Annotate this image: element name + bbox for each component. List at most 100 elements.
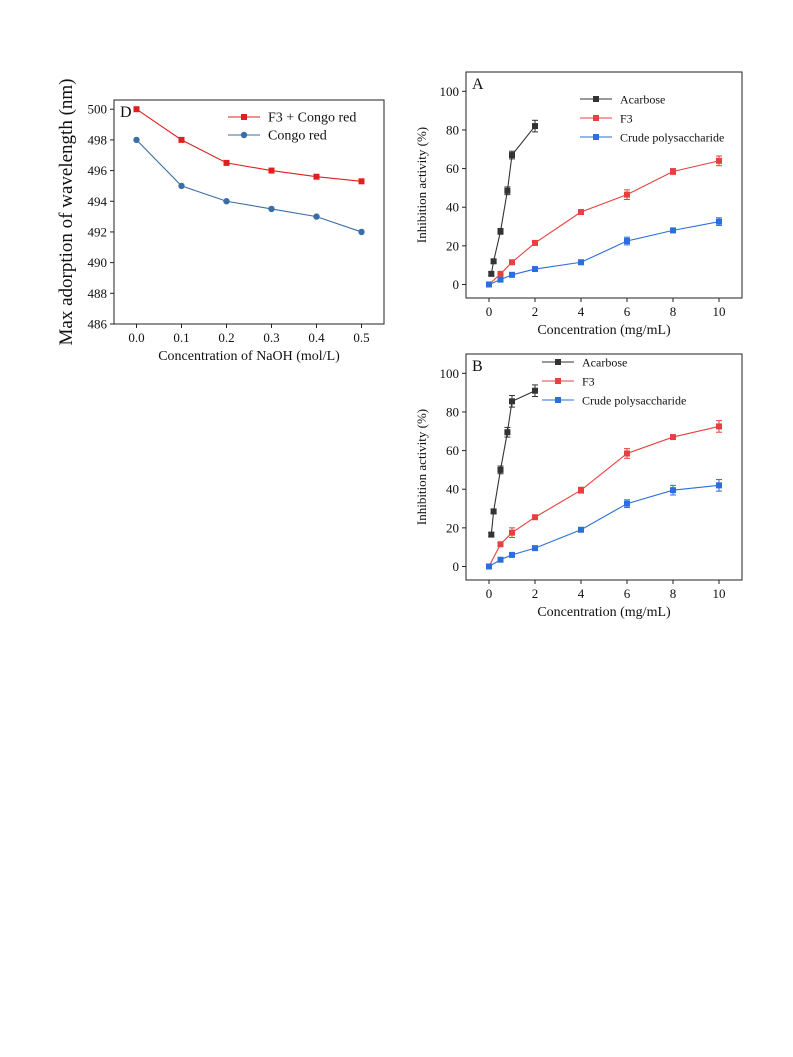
data-point <box>497 541 504 548</box>
y-axis-label: Max adorption of wavelength (nm) <box>56 79 77 346</box>
series-2 <box>486 217 722 288</box>
data-point <box>497 270 504 277</box>
data-point <box>624 450 630 457</box>
x-tick-label: 4 <box>578 304 585 319</box>
data-point <box>488 531 495 538</box>
data-point <box>670 227 676 234</box>
data-point <box>223 198 230 205</box>
x-axis-label: Concentration (mg/mL) <box>537 323 671 338</box>
series-0 <box>488 119 538 277</box>
x-tick-label: 0 <box>486 586 493 601</box>
x-tick-label: 0.3 <box>263 330 279 345</box>
data-point <box>509 551 515 558</box>
data-point <box>313 213 320 220</box>
y-tick-label: 0 <box>453 277 460 292</box>
series-1 <box>133 136 365 236</box>
series-line <box>488 160 720 285</box>
y-tick-label: 60 <box>446 161 459 176</box>
legend-label: Acarbose <box>620 93 665 107</box>
data-point <box>490 508 497 515</box>
data-point <box>670 487 676 494</box>
y-tick-label: 40 <box>446 200 459 215</box>
data-point <box>716 482 722 489</box>
y-tick-label: 488 <box>88 286 108 301</box>
data-point <box>490 258 497 265</box>
data-point <box>509 398 515 405</box>
y-tick-label: 490 <box>88 255 108 270</box>
plot-frame <box>465 71 743 299</box>
data-point <box>624 238 630 245</box>
data-point <box>358 228 365 236</box>
data-point <box>716 157 722 164</box>
data-point <box>716 218 722 225</box>
data-point <box>223 159 230 166</box>
data-point <box>268 167 275 174</box>
legend-marker <box>593 115 599 121</box>
data-point <box>532 123 538 130</box>
x-tick-label: 0 <box>486 304 493 319</box>
plot-frame <box>465 353 743 581</box>
x-tick-label: 0.1 <box>173 330 189 345</box>
x-tick-label: 4 <box>578 586 585 601</box>
legend-marker <box>240 131 248 139</box>
legend-marker <box>593 96 599 102</box>
y-tick-label: 20 <box>446 238 459 253</box>
data-point <box>670 168 676 175</box>
data-point <box>670 434 676 441</box>
data-point <box>504 429 511 436</box>
x-tick-label: 10 <box>713 586 726 601</box>
legend-marker <box>593 134 599 140</box>
y-axis-label: Inhibition activity (%) <box>414 409 429 525</box>
panel-label: B <box>472 358 483 375</box>
legend-label: Crude polysaccharide <box>582 394 686 408</box>
series-0 <box>488 384 538 538</box>
x-tick-label: 6 <box>624 304 631 319</box>
data-point <box>532 239 538 246</box>
data-point <box>497 556 504 563</box>
y-tick-label: 20 <box>446 520 459 535</box>
panel-label: A <box>472 76 484 93</box>
y-tick-label: 494 <box>88 194 108 209</box>
series-2 <box>486 479 722 570</box>
x-tick-label: 8 <box>670 586 677 601</box>
data-point <box>178 182 185 190</box>
plot-frame <box>113 99 385 325</box>
chart-d-svg: 0.0 0.1 0.2 0.3 0.4 0.5 486 488 490 492 494 496 498 5… <box>56 79 385 364</box>
data-point <box>486 563 492 570</box>
data-point <box>532 545 538 552</box>
legend-marker <box>555 359 561 365</box>
legend-marker <box>555 378 561 384</box>
data-point <box>497 276 504 283</box>
x-tick-label: 0.2 <box>218 330 234 345</box>
x-axis-label: Concentration (mg/mL) <box>537 605 671 620</box>
y-tick-label: 60 <box>446 443 459 458</box>
data-point <box>486 281 492 288</box>
y-tick-label: 500 <box>88 102 108 117</box>
chart-panel-b: 0 2 4 6 8 10 0 20 40 60 80 100 Concentration (mg/mL)… <box>410 352 750 624</box>
y-tick-label: 496 <box>88 163 108 178</box>
data-point <box>504 187 511 194</box>
x-tick-label: 10 <box>713 304 726 319</box>
x-axis-label: Concentration of NaOH (mol/L) <box>158 349 340 364</box>
legend-label: F3 + Congo red <box>268 111 356 126</box>
y-axis-label: Inhibition activity (%) <box>414 127 429 243</box>
y-tick-label: 100 <box>440 84 460 99</box>
series-1 <box>486 420 722 570</box>
legend-marker <box>555 397 561 403</box>
data-point <box>578 487 584 494</box>
data-point <box>624 191 630 198</box>
series-0 <box>133 106 365 185</box>
data-point <box>509 259 515 266</box>
data-point <box>488 270 495 277</box>
data-point <box>313 173 320 180</box>
series-line <box>490 125 536 274</box>
data-point <box>178 136 185 143</box>
panel-label: D <box>120 104 132 121</box>
series-1 <box>486 155 722 288</box>
legend-label: Congo red <box>268 129 327 144</box>
y-tick-label: 40 <box>446 482 459 497</box>
data-point <box>578 209 584 216</box>
y-tick-label: 486 <box>88 317 108 332</box>
data-point <box>532 514 538 521</box>
